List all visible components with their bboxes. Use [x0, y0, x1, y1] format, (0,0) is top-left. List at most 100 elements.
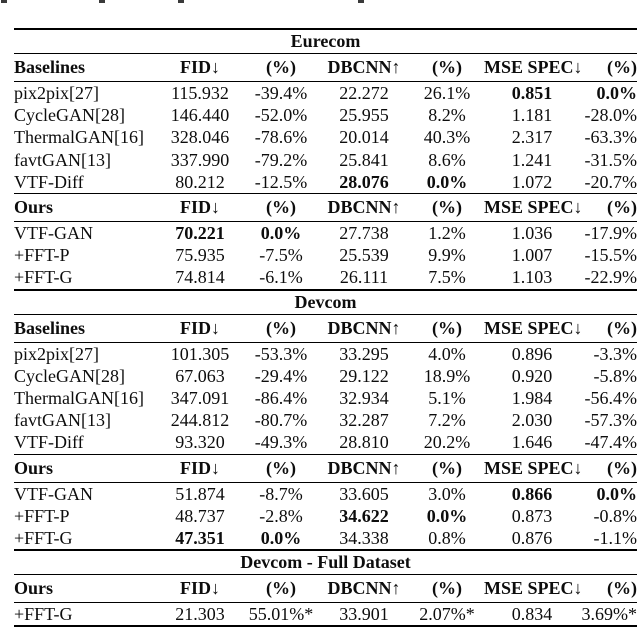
column-header: (%) [266, 317, 296, 338]
metric-cell: 328.046 [170, 127, 230, 148]
metric-cell: 7.5% [428, 267, 466, 288]
metric-cell: -15.5% [584, 245, 638, 266]
column-header: DBCNN↑ [327, 317, 401, 338]
row-label: +FFT-G [14, 267, 73, 288]
row-label: CycleGAN[28] [14, 105, 125, 126]
table-row: CycleGAN[28] 67.063 -29.4% 29.122 18.9% 0.920… [14, 365, 637, 387]
metric-cell: 347.091 [170, 388, 230, 409]
metric-cell: 32.287 [339, 410, 389, 431]
metric-cell: 0.876 [511, 528, 553, 549]
metric-cell: 2.317 [511, 127, 553, 148]
metric-cell: 101.305 [170, 343, 230, 364]
metric-cell: 1.241 [511, 149, 553, 170]
metric-cell: 22.272 [339, 83, 389, 103]
column-header: (%) [266, 457, 296, 478]
table-row: VTF-GAN 51.874 -8.7% 33.605 3.0% 0.866 0.0% [14, 482, 637, 505]
metric-cell: 26.1% [423, 83, 471, 103]
metric-cell: 20.2% [423, 432, 471, 453]
metric-cell: 4.0% [428, 343, 466, 364]
column-header: FID↓ [180, 578, 220, 599]
metric-cell: 3.69%* [581, 604, 638, 625]
group-header: Baselines FID↓ (%) DBCNN↑ (%) MSE SPEC↓ (%) [14, 314, 637, 343]
metric-cell: 0.851 [511, 83, 553, 103]
metric-cell: 0.0% [596, 83, 638, 103]
metric-cell: 33.295 [339, 343, 389, 364]
metric-cell: -31.5% [584, 149, 638, 170]
clipped-text-fragment [358, 0, 364, 3]
group-header: Baselines FID↓ (%) DBCNN↑ (%) MSE SPEC↓ (%) [14, 53, 637, 82]
group-header-row: Baselines FID↓ (%) DBCNN↑ (%) MSE SPEC↓ (%) [14, 314, 637, 343]
metric-cell: 0.0% [260, 223, 302, 244]
metric-cell: -3.3% [593, 343, 638, 364]
metric-cell: 146.440 [170, 105, 230, 126]
column-header: (%) [266, 197, 296, 218]
metric-cell: 80.212 [175, 171, 225, 192]
row-label: ThermalGAN[16] [14, 127, 144, 148]
table-row: pix2pix[27] 115.932 -39.4% 22.272 26.1% 0.851… [14, 82, 637, 105]
table-row: VTF-Diff 80.212 -12.5% 28.076 0.0% 1.072 -20.7… [14, 171, 637, 193]
group-header-row: Ours FID↓ (%) DBCNN↑ (%) MSE SPEC↓ (%) [14, 454, 637, 483]
metric-cell: 0.873 [511, 505, 553, 526]
column-header: (%) [432, 578, 462, 599]
metric-cell: 244.812 [170, 410, 230, 431]
group-header: Ours FID↓ (%) DBCNN↑ (%) MSE SPEC↓ (%) [14, 574, 637, 603]
metric-cell: 1.984 [511, 388, 553, 409]
section-title: Eurecom [290, 31, 361, 51]
metric-cell: 34.338 [339, 528, 389, 549]
group-body: pix2pix[27] 101.305 -53.3% 33.295 4.0% 0.896 -… [14, 342, 637, 454]
section-title: Devcom [294, 291, 357, 312]
metric-cell: -47.4% [584, 432, 638, 453]
metric-cell: -56.4% [584, 388, 638, 409]
metric-cell: -49.3% [254, 432, 308, 453]
metric-cell: 0.866 [511, 483, 553, 504]
metric-cell: 0.920 [511, 365, 553, 386]
metric-cell: -5.8% [593, 365, 638, 386]
metric-cell: 32.934 [339, 388, 389, 409]
row-label: VTF-Diff [14, 171, 84, 192]
row-label: pix2pix[27] [14, 83, 99, 103]
metric-cell: 21.303 [175, 604, 225, 625]
metric-cell: 8.2% [428, 105, 466, 126]
column-header: FID↓ [180, 317, 220, 338]
metric-cell: 28.810 [339, 432, 389, 453]
metric-cell: -57.3% [584, 410, 638, 431]
group-header-row: Ours FID↓ (%) DBCNN↑ (%) MSE SPEC↓ (%) [14, 193, 637, 222]
column-header: MSE SPEC↓ [484, 457, 583, 478]
metric-cell: 29.122 [339, 365, 389, 386]
row-label: +FFT-P [14, 505, 70, 526]
results-table: Eurecom Baselines FID↓ (%) DBCNN↑ (%) MSE SPEC… [14, 28, 638, 628]
metric-cell: -12.5% [254, 171, 308, 192]
column-header: (%) [607, 578, 637, 599]
table-row: VTF-Diff 93.320 -49.3% 28.810 20.2% 1.646 -47.… [14, 431, 637, 453]
group-label: Ours [14, 457, 54, 478]
metric-cell: 0.0% [426, 505, 468, 526]
row-label: VTF-Diff [14, 432, 84, 453]
column-header: (%) [432, 457, 462, 478]
row-label: +FFT-P [14, 245, 70, 266]
metric-cell: -17.9% [584, 223, 638, 244]
table-row: +FFT-P 48.737 -2.8% 34.622 0.0% 0.873 -0.8% [14, 505, 637, 527]
metric-cell: -80.7% [254, 410, 308, 431]
metric-cell: -7.5% [259, 245, 303, 266]
metric-cell: 28.076 [339, 171, 389, 192]
clipped-text-fragment [1, 0, 7, 3]
metric-cell: 25.955 [339, 105, 389, 126]
metric-cell: 25.841 [339, 149, 389, 170]
metric-cell: 0.0% [260, 528, 302, 549]
column-header: (%) [607, 317, 637, 338]
metric-cell: 18.9% [423, 365, 471, 386]
group-label: Baselines [14, 317, 86, 338]
metric-cell: 2.07%* [419, 604, 475, 625]
group-body: VTF-GAN 70.221 0.0% 27.738 1.2% 1.036 -17.9% +F… [14, 222, 637, 289]
row-label: VTF-GAN [14, 223, 93, 244]
metric-cell: 1.072 [511, 171, 553, 192]
metric-cell: -22.9% [584, 267, 638, 288]
group-header-row: Ours FID↓ (%) DBCNN↑ (%) MSE SPEC↓ (%) [14, 574, 637, 603]
row-label: favtGAN[13] [14, 149, 111, 170]
metric-cell: 20.014 [339, 127, 389, 148]
metric-cell: 0.834 [511, 604, 553, 625]
table-section: Eurecom Baselines FID↓ (%) DBCNN↑ (%) MSE SPEC… [14, 28, 637, 289]
group-body: VTF-GAN 51.874 -8.7% 33.605 3.0% 0.866 0.0% +FF… [14, 482, 637, 549]
metric-cell: 5.1% [428, 388, 466, 409]
table-row: +FFT-P 75.935 -7.5% 25.539 9.9% 1.007 -15.5% [14, 244, 637, 266]
